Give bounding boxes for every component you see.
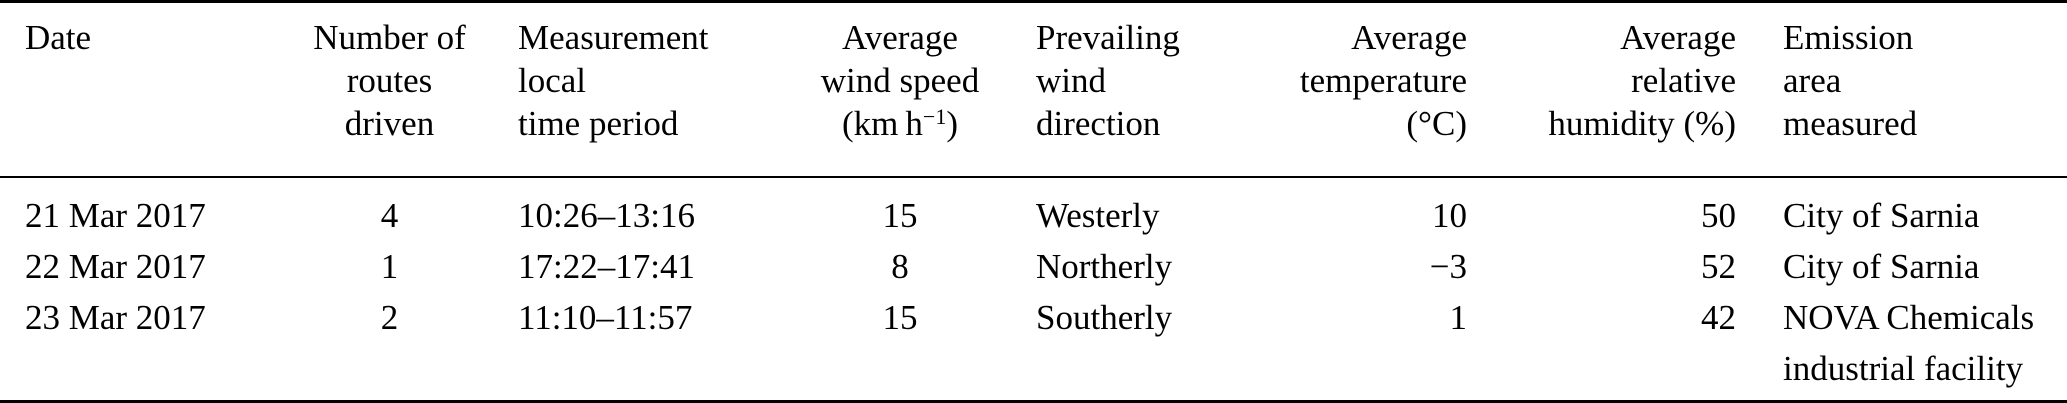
cell-humidity: 52 xyxy=(1701,247,1736,286)
header-line: local xyxy=(518,61,587,100)
cell-routes: 2 xyxy=(380,298,399,337)
col-header-routes: Number of routes driven xyxy=(289,1,490,178)
header-line: measured xyxy=(1783,104,1918,143)
header-line: Date xyxy=(25,18,92,57)
cell-temp: 10 xyxy=(1432,196,1467,235)
header-line: area xyxy=(1783,61,1842,100)
header-line: driven xyxy=(344,104,435,143)
col-header-temperature: Average temperature (°C) xyxy=(1240,1,1467,178)
header-line: direction xyxy=(1036,104,1161,143)
table-row: 21 Mar 2017 4 10:26–13:16 15 Westerly 10… xyxy=(0,177,2067,241)
cell-date: 22 Mar 2017 xyxy=(25,247,206,286)
cell-area: City of Sarnia xyxy=(1783,196,1980,235)
cell-temp: 1 xyxy=(1449,298,1468,337)
header-line: Average xyxy=(1351,18,1467,57)
table-header: Date Number of routes driven Measurement… xyxy=(0,1,2067,178)
col-header-wind-speed: Average wind speed (km h−1) xyxy=(790,1,1010,178)
cell-time: 17:22–17:41 xyxy=(518,247,695,286)
header-line: humidity (%) xyxy=(1548,104,1736,143)
header-line: Number of xyxy=(313,18,466,57)
cell-wind-speed: 15 xyxy=(882,298,918,337)
header-line: time period xyxy=(518,104,679,143)
cell-wind-dir: Westerly xyxy=(1036,196,1160,235)
table-row: 23 Mar 2017 2 11:10–11:57 15 Southerly 1… xyxy=(0,292,2067,402)
cell-area: City of Sarnia xyxy=(1783,247,1980,286)
col-header-time-period: Measurement local time period xyxy=(490,1,790,178)
cell-time: 11:10–11:57 xyxy=(518,298,693,337)
header-line: routes xyxy=(346,61,433,100)
cell-date: 23 Mar 2017 xyxy=(25,298,206,337)
header-line: wind xyxy=(1036,61,1106,100)
col-header-wind-direction: Prevailing wind direction xyxy=(1010,1,1240,178)
cell-wind-speed: 15 xyxy=(882,196,918,235)
cell-wind-dir: Southerly xyxy=(1036,298,1173,337)
cell-wind-speed: 8 xyxy=(891,247,909,286)
col-header-humidity: Average relative humidity (%) xyxy=(1467,1,1736,178)
header-row: Date Number of routes driven Measurement… xyxy=(0,1,2067,178)
cell-temp: −3 xyxy=(1429,247,1467,286)
header-line: relative xyxy=(1631,61,1736,100)
col-header-date: Date xyxy=(0,1,289,178)
table-body: 21 Mar 2017 4 10:26–13:16 15 Westerly 10… xyxy=(0,177,2067,402)
header-line: Emission xyxy=(1783,18,1914,57)
cell-humidity: 50 xyxy=(1701,196,1736,235)
header-line: Prevailing xyxy=(1036,18,1180,57)
header-line: wind speed xyxy=(820,61,980,100)
cell-time: 10:26–13:16 xyxy=(518,196,695,235)
unit-superscript: −1 xyxy=(922,104,947,130)
cell-wind-dir: Northerly xyxy=(1036,247,1173,286)
table-row: 22 Mar 2017 1 17:22–17:41 8 Northerly −3… xyxy=(0,241,2067,292)
header-unit-line: (km h−1) xyxy=(790,102,1010,149)
cell-date: 21 Mar 2017 xyxy=(25,196,206,235)
header-line: Average xyxy=(1620,18,1736,57)
cell-routes: 4 xyxy=(380,196,399,235)
unit-prefix: (km h xyxy=(842,104,923,143)
header-line: (°C) xyxy=(1406,104,1467,143)
col-header-emission-area: Emission area measured xyxy=(1736,1,2067,178)
cell-humidity: 42 xyxy=(1701,298,1736,337)
cell-routes: 1 xyxy=(380,247,399,286)
unit-suffix: ) xyxy=(946,104,958,143)
cell-area: NOVA Chemicals industrial facility xyxy=(1783,298,2035,388)
header-line: Measurement xyxy=(518,18,709,57)
header-line: Average xyxy=(842,18,958,57)
header-line: temperature xyxy=(1299,61,1467,100)
